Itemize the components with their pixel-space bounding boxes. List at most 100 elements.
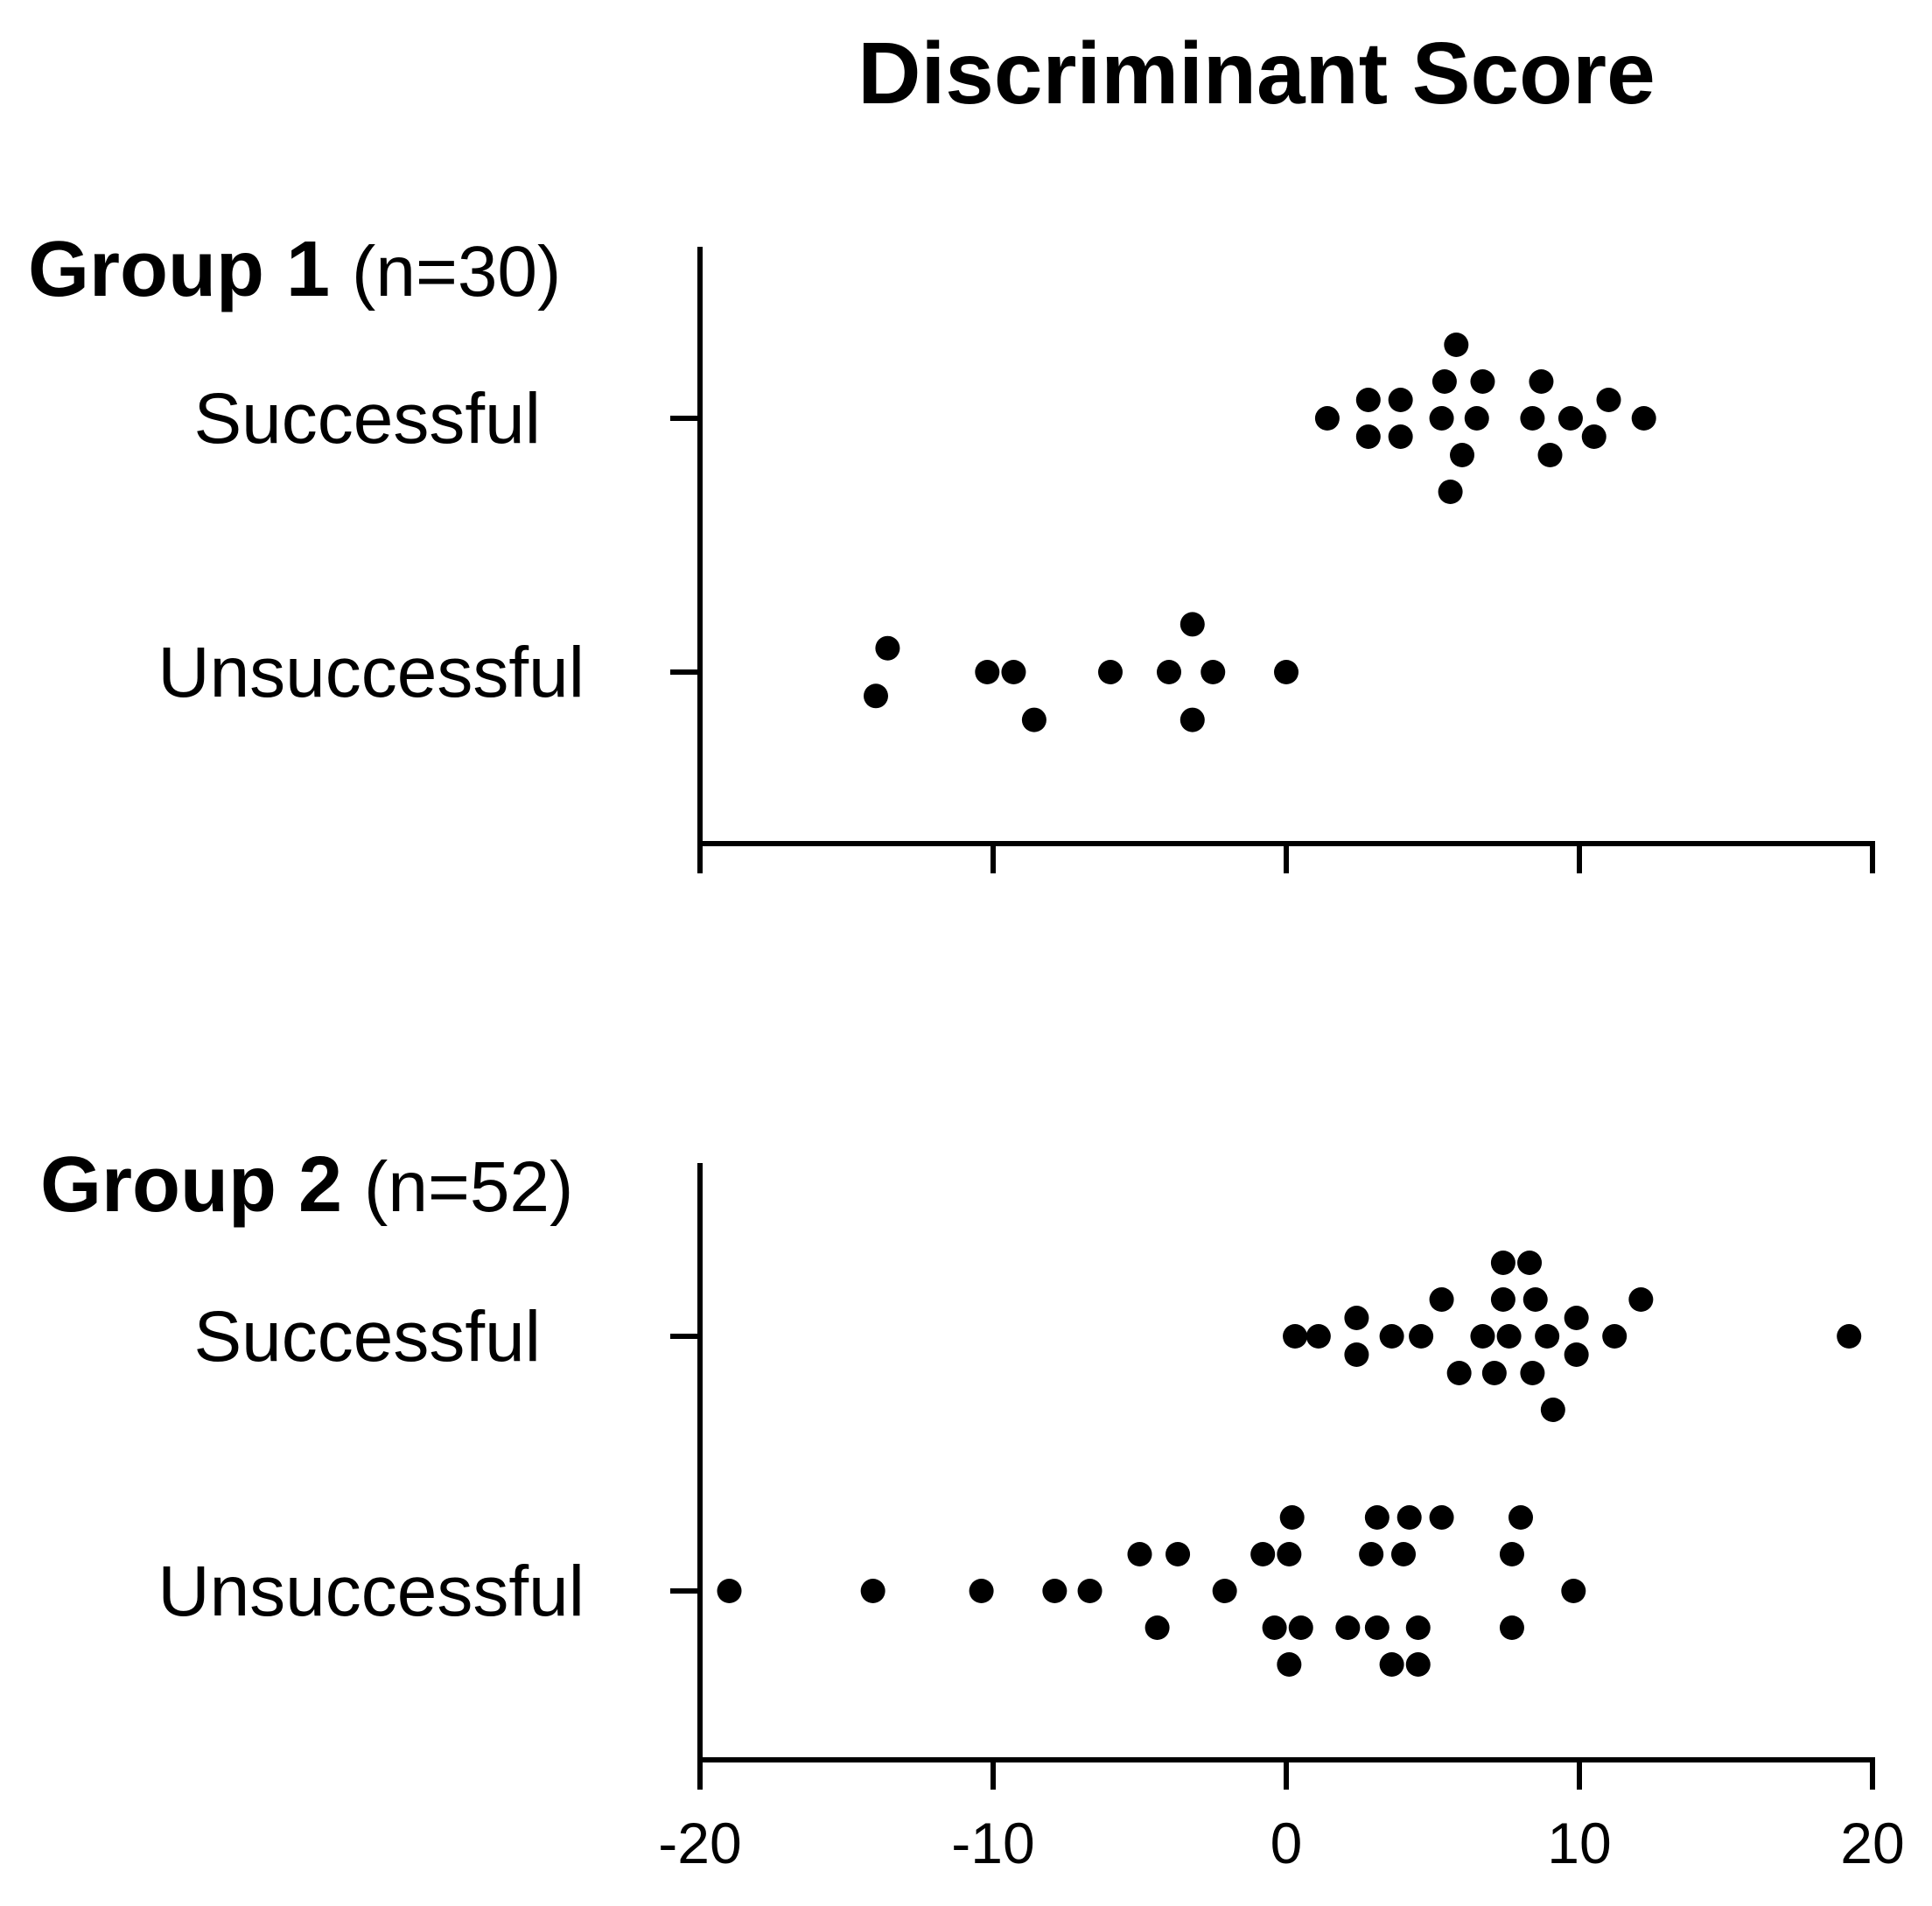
- data-point: [1429, 406, 1454, 431]
- data-point: [969, 1579, 994, 1603]
- data-point: [1535, 1324, 1560, 1349]
- data-point: [1490, 1287, 1516, 1312]
- data-point: [1444, 333, 1469, 357]
- data-point: [1098, 660, 1123, 684]
- data-point: [1344, 1306, 1369, 1330]
- data-point: [1520, 1361, 1545, 1385]
- data-point: [1438, 480, 1463, 504]
- data-point: [1581, 424, 1606, 449]
- data-point: [1180, 707, 1205, 732]
- group-name: Group 1: [28, 226, 352, 313]
- data-point: [1144, 1615, 1170, 1640]
- data-point: [1837, 1324, 1862, 1349]
- chart-title: Discriminant Score: [858, 25, 1655, 123]
- data-point: [1077, 1579, 1102, 1603]
- data-point: [1127, 1542, 1152, 1566]
- data-point: [1499, 1542, 1524, 1566]
- data-point: [1517, 1251, 1543, 1275]
- data-point: [1508, 1505, 1533, 1530]
- data-point: [1481, 1361, 1507, 1385]
- x-tick-label: 20: [1840, 1811, 1904, 1875]
- data-point: [864, 683, 888, 709]
- data-point: [1564, 1306, 1589, 1330]
- data-point: [1355, 424, 1381, 449]
- data-point: [1262, 1615, 1287, 1640]
- data-point: [1200, 660, 1226, 684]
- data-point: [1379, 1652, 1404, 1677]
- data-point: [1388, 424, 1413, 449]
- data-point: [1166, 1542, 1191, 1566]
- data-point: [1274, 660, 1298, 684]
- data-point: [1470, 1324, 1495, 1349]
- x-tick-label: -20: [658, 1811, 741, 1875]
- data-point: [1364, 1615, 1390, 1640]
- data-point: [1596, 388, 1621, 412]
- data-point: [717, 1579, 742, 1603]
- data-point: [1277, 1542, 1302, 1566]
- data-point: [1470, 369, 1495, 394]
- data-point: [1499, 1615, 1524, 1640]
- data-point: [1288, 1615, 1313, 1640]
- group-n-label: (n=30): [352, 232, 561, 312]
- data-point: [1429, 1287, 1454, 1312]
- group-heading: Group 1 (n=30): [28, 226, 561, 313]
- data-point: [1432, 369, 1457, 394]
- data-point: [1631, 406, 1656, 431]
- x-tick-label: 0: [1270, 1811, 1303, 1875]
- data-point: [1558, 406, 1583, 431]
- data-point: [1379, 1324, 1404, 1349]
- panel-group-1: Group 1 (n=30) Successful Unsuccessful: [28, 226, 1875, 873]
- data-point: [1212, 1579, 1237, 1603]
- data-point: [1450, 443, 1474, 467]
- x-tick-label: -10: [951, 1811, 1034, 1875]
- data-point: [1279, 1505, 1305, 1530]
- data-point: [1335, 1615, 1361, 1640]
- data-point: [1157, 660, 1181, 684]
- chart-panels: Group 1 (n=30)SuccessfulUnsuccessfulGrou…: [28, 226, 1905, 1875]
- data-point: [860, 1579, 886, 1603]
- data-point: [1001, 660, 1026, 684]
- data-point: [1388, 388, 1413, 412]
- category-label: Successful: [193, 379, 541, 459]
- data-point: [1429, 1505, 1454, 1530]
- data-point: [1277, 1652, 1302, 1677]
- group-heading: Group 2 (n=52): [40, 1141, 573, 1229]
- data-point: [1564, 1342, 1589, 1367]
- data-point: [1180, 612, 1205, 637]
- data-point: [975, 660, 1000, 684]
- data-point: [1405, 1615, 1431, 1640]
- data-point: [1355, 388, 1381, 412]
- data-point: [1529, 369, 1554, 394]
- data-point: [1537, 443, 1563, 467]
- category-label: Unsuccessful: [158, 633, 584, 712]
- data-point: [1396, 1505, 1422, 1530]
- data-point: [1464, 406, 1489, 431]
- data-point: [1359, 1542, 1384, 1566]
- data-point: [1250, 1542, 1276, 1566]
- group-n-label: (n=52): [364, 1147, 573, 1227]
- data-point: [1602, 1324, 1628, 1349]
- group-name: Group 2: [40, 1141, 364, 1229]
- data-point: [1021, 707, 1046, 732]
- x-tick-label: 10: [1547, 1811, 1611, 1875]
- data-point: [1561, 1579, 1586, 1603]
- data-point: [1042, 1579, 1068, 1603]
- data-point: [1405, 1652, 1431, 1677]
- data-point: [1391, 1542, 1416, 1566]
- data-point: [1314, 406, 1340, 431]
- data-point: [1520, 406, 1545, 431]
- category-label: Successful: [193, 1297, 541, 1377]
- data-point: [1540, 1398, 1565, 1422]
- data-point: [1283, 1324, 1308, 1349]
- data-point: [1364, 1505, 1390, 1530]
- data-point: [1344, 1342, 1369, 1367]
- data-point: [1306, 1324, 1331, 1349]
- data-point: [1496, 1324, 1522, 1349]
- panel-group-2: Group 2 (n=52) Successful Unsuccessful: [40, 1141, 1875, 1790]
- category-label: Unsuccessful: [158, 1552, 584, 1631]
- data-point: [1409, 1324, 1434, 1349]
- data-point: [1490, 1251, 1516, 1275]
- data-point: [1628, 1287, 1654, 1312]
- data-point: [1522, 1287, 1548, 1312]
